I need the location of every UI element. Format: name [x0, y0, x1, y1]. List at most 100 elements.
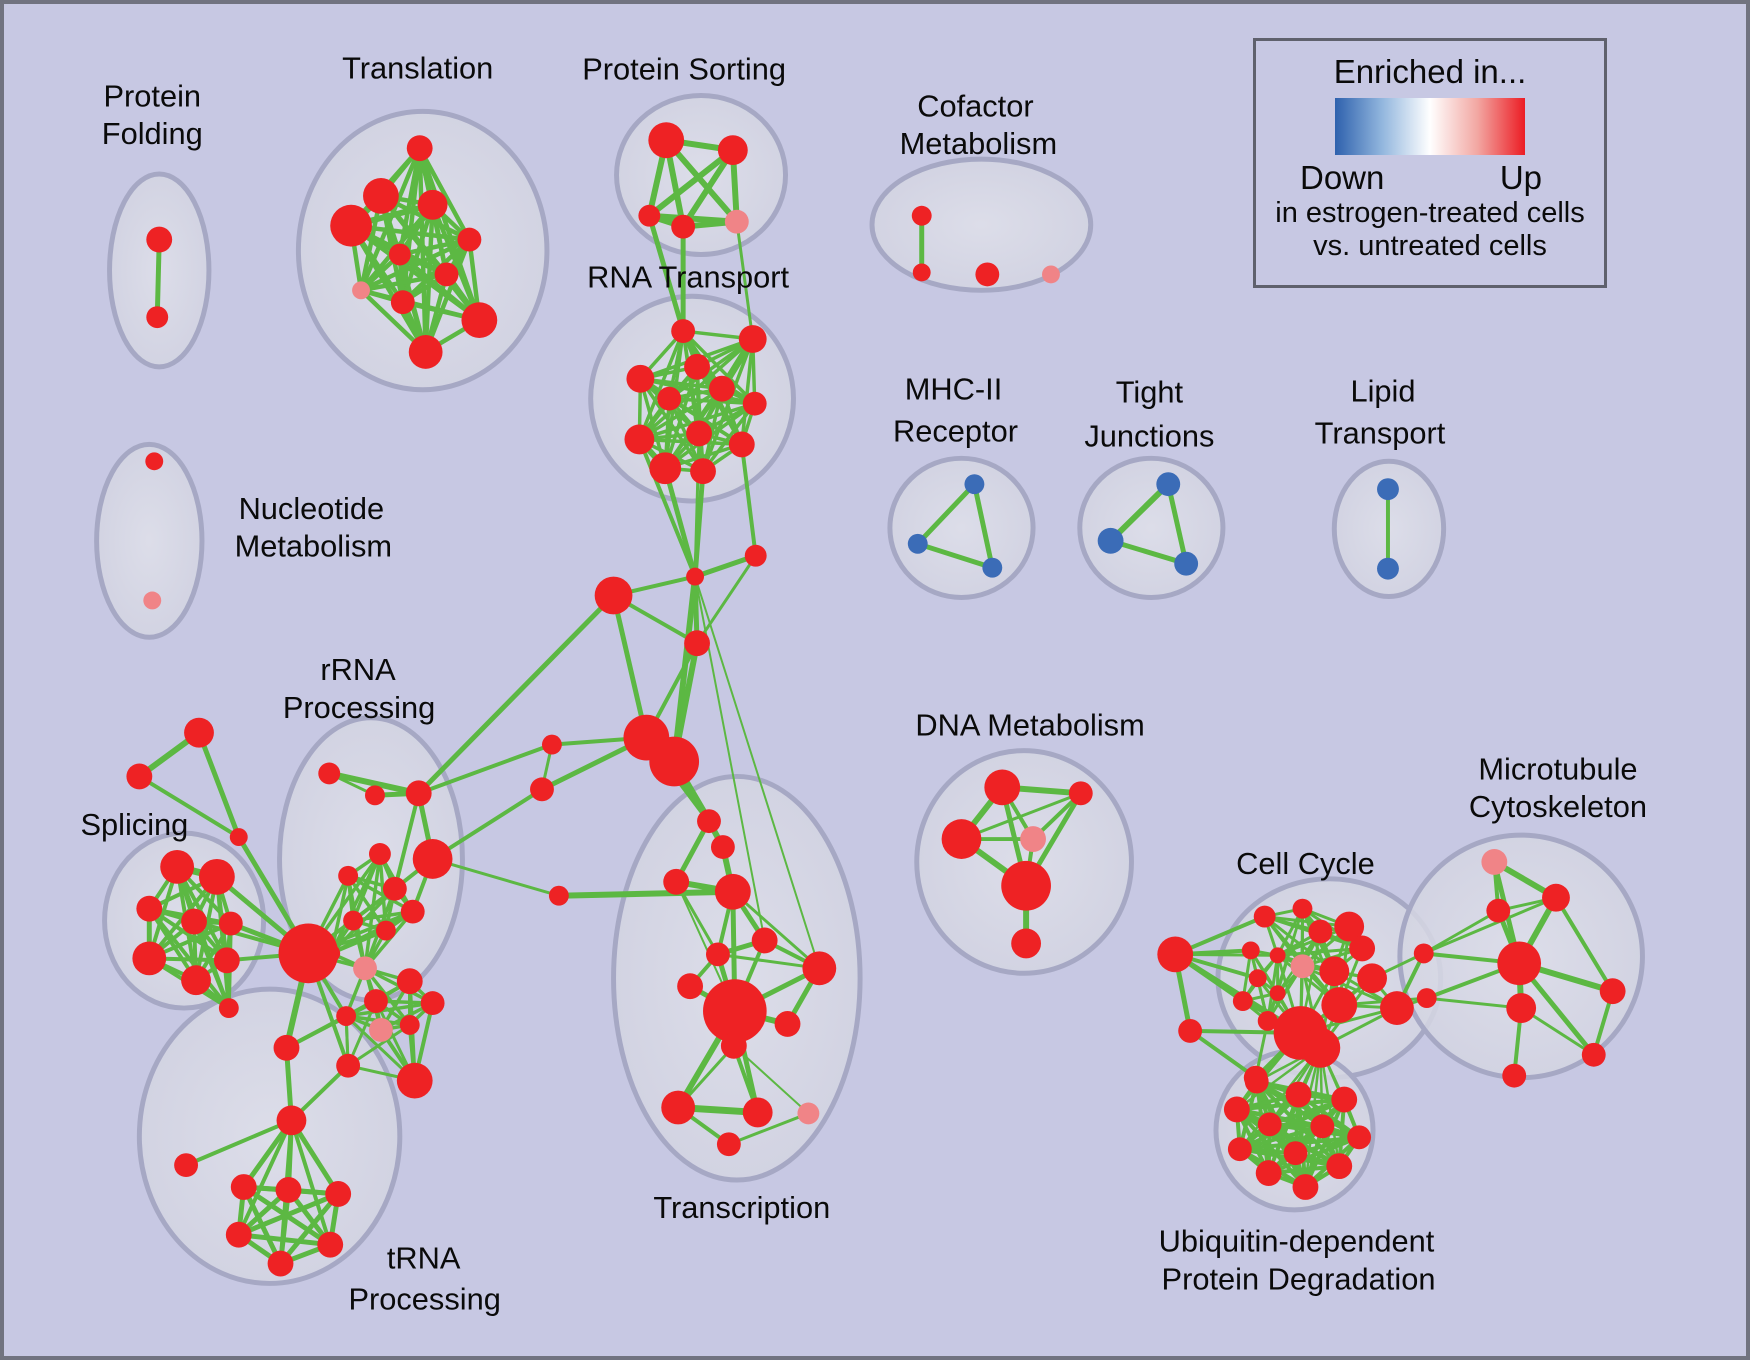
gene-set-node[interactable] — [1248, 969, 1267, 988]
gene-set-node[interactable] — [975, 262, 1000, 287]
gene-set-node[interactable] — [368, 1018, 393, 1042]
gene-set-node[interactable] — [174, 1153, 199, 1178]
gene-set-node[interactable] — [396, 968, 423, 995]
gene-set-node[interactable] — [400, 899, 425, 924]
gene-set-node[interactable] — [738, 325, 767, 353]
gene-set-node[interactable] — [218, 911, 243, 936]
gene-set-node[interactable] — [1227, 1137, 1252, 1162]
gene-set-node[interactable] — [181, 965, 211, 996]
gene-set-node[interactable] — [982, 557, 1003, 578]
gene-set-node[interactable] — [706, 942, 730, 967]
gene-set-node[interactable] — [213, 947, 240, 974]
gene-set-node[interactable] — [1011, 928, 1042, 959]
gene-set-node[interactable] — [318, 762, 341, 785]
gene-set-node[interactable] — [420, 991, 445, 1016]
gene-set-node[interactable] — [1334, 911, 1365, 942]
gene-set-node[interactable] — [388, 243, 411, 266]
gene-set-node[interactable] — [594, 576, 633, 615]
gene-set-node[interactable] — [417, 189, 448, 220]
gene-set-node[interactable] — [1326, 1153, 1353, 1180]
gene-set-node[interactable] — [1357, 963, 1387, 994]
gene-set-node[interactable] — [720, 1032, 747, 1059]
gene-set-node[interactable] — [984, 769, 1021, 806]
gene-set-node[interactable] — [1285, 1081, 1312, 1108]
gene-set-node[interactable] — [716, 1132, 741, 1157]
gene-set-node[interactable] — [1319, 956, 1350, 987]
gene-set-node[interactable] — [461, 302, 498, 339]
gene-set-node[interactable] — [1241, 941, 1260, 960]
gene-set-node[interactable] — [336, 1006, 357, 1026]
gene-set-node[interactable] — [964, 474, 985, 495]
gene-set-node[interactable] — [230, 1174, 257, 1200]
gene-set-node[interactable] — [229, 828, 248, 847]
gene-set-node[interactable] — [1321, 987, 1358, 1023]
gene-set-node[interactable] — [317, 1231, 344, 1258]
gene-set-node[interactable] — [1156, 472, 1181, 497]
gene-set-node[interactable] — [132, 941, 167, 976]
gene-set-node[interactable] — [1497, 941, 1542, 986]
gene-set-node[interactable] — [663, 868, 690, 895]
gene-set-node[interactable] — [1347, 1125, 1372, 1150]
gene-set-node[interactable] — [146, 306, 169, 329]
gene-set-node[interactable] — [802, 951, 837, 986]
gene-set-node[interactable] — [774, 1011, 801, 1037]
gene-set-node[interactable] — [267, 1250, 294, 1277]
gene-set-node[interactable] — [1377, 557, 1399, 580]
gene-set-node[interactable] — [1292, 1174, 1319, 1200]
gene-set-node[interactable] — [146, 226, 173, 253]
gene-set-node[interactable] — [1269, 947, 1286, 964]
gene-set-node[interactable] — [330, 204, 372, 247]
gene-set-node[interactable] — [684, 353, 710, 380]
gene-set-node[interactable] — [368, 843, 391, 865]
gene-set-node[interactable] — [275, 1177, 302, 1203]
gene-set-node[interactable] — [143, 591, 162, 610]
gene-set-node[interactable] — [684, 630, 710, 657]
gene-set-node[interactable] — [365, 785, 385, 806]
gene-set-node[interactable] — [364, 989, 388, 1014]
gene-set-node[interactable] — [1068, 781, 1093, 806]
gene-set-node[interactable] — [1257, 1011, 1278, 1031]
gene-set-node[interactable] — [626, 364, 655, 393]
gene-set-node[interactable] — [343, 910, 364, 931]
gene-set-node[interactable] — [181, 908, 207, 935]
gene-set-node[interactable] — [1178, 1018, 1203, 1043]
gene-set-node[interactable] — [530, 777, 554, 802]
gene-set-node[interactable] — [457, 227, 482, 252]
gene-set-node[interactable] — [405, 780, 432, 807]
gene-set-node[interactable] — [911, 205, 932, 226]
gene-set-node[interactable] — [1290, 954, 1315, 979]
gene-set-node[interactable] — [708, 375, 735, 402]
gene-set-node[interactable] — [1380, 991, 1414, 1025]
gene-set-node[interactable] — [1413, 943, 1434, 964]
gene-set-node[interactable] — [390, 290, 415, 315]
gene-set-node[interactable] — [126, 763, 153, 790]
gene-set-node[interactable] — [225, 1221, 252, 1248]
gene-set-node[interactable] — [649, 452, 682, 485]
gene-set-node[interactable] — [352, 281, 370, 300]
gene-set-node[interactable] — [375, 920, 396, 941]
gene-set-node[interactable] — [677, 973, 704, 1000]
gene-set-node[interactable] — [1253, 905, 1276, 928]
gene-set-node[interactable] — [218, 998, 239, 1018]
gene-set-node[interactable] — [1599, 978, 1626, 1005]
gene-set-node[interactable] — [1502, 1063, 1527, 1088]
gene-set-node[interactable] — [710, 835, 735, 859]
gene-set-node[interactable] — [1001, 860, 1051, 911]
gene-set-node[interactable] — [941, 819, 982, 859]
gene-set-node[interactable] — [1506, 993, 1537, 1023]
gene-set-node[interactable] — [1097, 527, 1124, 554]
gene-set-node[interactable] — [671, 319, 696, 343]
gene-set-node[interactable] — [396, 1062, 433, 1099]
gene-set-node[interactable] — [336, 1053, 361, 1078]
gene-set-node[interactable] — [1308, 919, 1333, 944]
gene-set-node[interactable] — [382, 876, 407, 901]
gene-set-node[interactable] — [1244, 1069, 1269, 1094]
gene-set-node[interactable] — [649, 736, 700, 787]
gene-set-node[interactable] — [184, 717, 214, 748]
gene-set-node[interactable] — [406, 135, 433, 162]
gene-set-node[interactable] — [1542, 883, 1570, 912]
gene-set-node[interactable] — [1269, 985, 1286, 1002]
gene-set-node[interactable] — [1283, 1141, 1308, 1166]
gene-set-node[interactable] — [697, 809, 721, 834]
gene-set-node[interactable] — [751, 927, 778, 954]
